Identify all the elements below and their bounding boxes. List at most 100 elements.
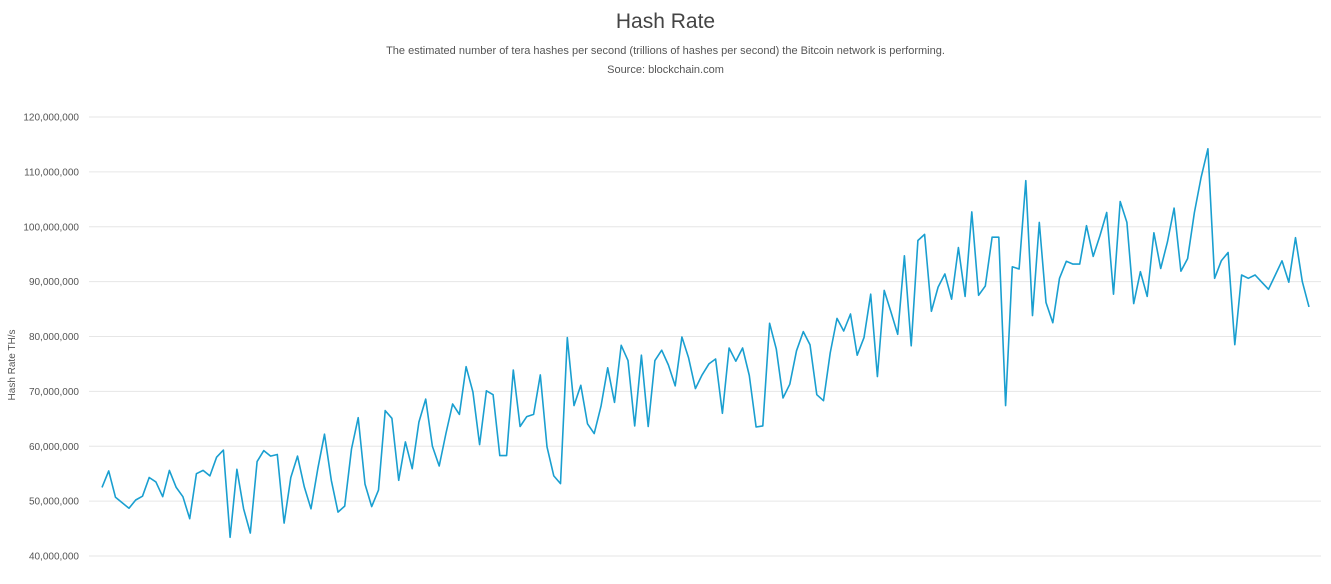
data-point[interactable] — [807, 342, 813, 348]
data-point[interactable] — [612, 399, 618, 405]
data-point[interactable] — [679, 334, 685, 340]
data-point[interactable] — [362, 481, 368, 487]
data-point[interactable] — [1023, 178, 1029, 184]
data-point[interactable] — [470, 389, 476, 395]
data-point[interactable] — [834, 315, 840, 321]
data-point[interactable] — [1050, 320, 1056, 326]
data-point[interactable] — [207, 473, 213, 479]
data-point[interactable] — [1259, 279, 1265, 285]
data-point[interactable] — [301, 484, 307, 490]
data-point[interactable] — [274, 452, 280, 458]
data-point[interactable] — [868, 291, 874, 297]
data-point[interactable] — [1117, 199, 1123, 205]
data-point[interactable] — [571, 403, 577, 409]
data-point[interactable] — [119, 500, 125, 506]
data-point[interactable] — [160, 494, 166, 500]
data-point[interactable] — [281, 520, 287, 526]
data-point[interactable] — [746, 373, 752, 379]
data-point[interactable] — [585, 421, 591, 427]
data-point[interactable] — [335, 509, 341, 515]
data-point[interactable] — [497, 453, 503, 459]
data-point[interactable] — [490, 392, 496, 398]
data-point[interactable] — [841, 328, 847, 334]
data-point[interactable] — [598, 403, 604, 409]
data-point[interactable] — [456, 411, 462, 417]
data-point[interactable] — [854, 352, 860, 358]
data-point[interactable] — [133, 497, 139, 503]
data-point[interactable] — [962, 293, 968, 299]
data-point[interactable] — [113, 494, 119, 500]
data-point[interactable] — [915, 238, 921, 244]
data-point[interactable] — [780, 395, 786, 401]
data-point[interactable] — [1070, 261, 1076, 267]
data-point[interactable] — [140, 493, 146, 499]
data-point[interactable] — [1090, 253, 1096, 259]
data-point[interactable] — [800, 329, 806, 335]
data-point[interactable] — [402, 439, 408, 445]
data-point[interactable] — [1164, 239, 1170, 245]
data-point[interactable] — [659, 347, 665, 353]
data-point[interactable] — [443, 431, 449, 437]
data-point[interactable] — [861, 335, 867, 341]
data-point[interactable] — [733, 358, 739, 364]
data-point[interactable] — [848, 311, 854, 317]
data-point[interactable] — [510, 367, 516, 373]
data-point[interactable] — [1178, 268, 1184, 274]
data-point[interactable] — [1009, 264, 1015, 270]
data-point[interactable] — [180, 494, 186, 500]
data-point[interactable] — [996, 234, 1002, 240]
data-point[interactable] — [1171, 205, 1177, 211]
data-point[interactable] — [1279, 258, 1285, 264]
data-point[interactable] — [288, 475, 294, 481]
data-point[interactable] — [645, 424, 651, 430]
data-point[interactable] — [713, 356, 719, 362]
data-point[interactable] — [888, 309, 894, 315]
data-point[interactable] — [342, 503, 348, 509]
data-point[interactable] — [1137, 269, 1143, 275]
data-point[interactable] — [1097, 233, 1103, 239]
data-point[interactable] — [429, 443, 435, 449]
data-point[interactable] — [1225, 250, 1231, 256]
data-point[interactable] — [436, 463, 442, 469]
data-point[interactable] — [308, 506, 314, 512]
data-point[interactable] — [706, 361, 712, 367]
data-point[interactable] — [726, 345, 732, 351]
data-point[interactable] — [935, 284, 941, 290]
data-point[interactable] — [1016, 266, 1022, 272]
data-point[interactable] — [665, 362, 671, 368]
data-point[interactable] — [787, 381, 793, 387]
data-point[interactable] — [760, 423, 766, 429]
data-point[interactable] — [652, 358, 658, 364]
data-point[interactable] — [625, 358, 631, 364]
data-point[interactable] — [1266, 286, 1272, 292]
data-point[interactable] — [376, 487, 382, 493]
data-point[interactable] — [227, 534, 233, 540]
data-point[interactable] — [463, 364, 469, 370]
data-point[interactable] — [173, 484, 179, 490]
data-point[interactable] — [814, 392, 820, 398]
data-point[interactable] — [955, 245, 961, 251]
data-point[interactable] — [544, 444, 550, 450]
data-point[interactable] — [389, 415, 395, 421]
data-point[interactable] — [328, 477, 334, 483]
data-point[interactable] — [1036, 219, 1042, 225]
data-point[interactable] — [153, 479, 159, 485]
data-point[interactable] — [895, 331, 901, 337]
data-point[interactable] — [234, 466, 240, 472]
data-point[interactable] — [672, 383, 678, 389]
data-point[interactable] — [315, 466, 321, 472]
data-point[interactable] — [558, 481, 564, 487]
data-point[interactable] — [241, 506, 247, 512]
data-point[interactable] — [126, 505, 132, 511]
data-point[interactable] — [1245, 275, 1251, 281]
data-point[interactable] — [1104, 210, 1110, 216]
data-point[interactable] — [982, 283, 988, 289]
data-point[interactable] — [524, 414, 530, 420]
data-point[interactable] — [989, 234, 995, 240]
data-point[interactable] — [638, 352, 644, 358]
data-point[interactable] — [1043, 300, 1049, 306]
data-point[interactable] — [928, 308, 934, 314]
data-point[interactable] — [504, 453, 510, 459]
data-point[interactable] — [166, 467, 172, 473]
data-point[interactable] — [1239, 272, 1245, 278]
